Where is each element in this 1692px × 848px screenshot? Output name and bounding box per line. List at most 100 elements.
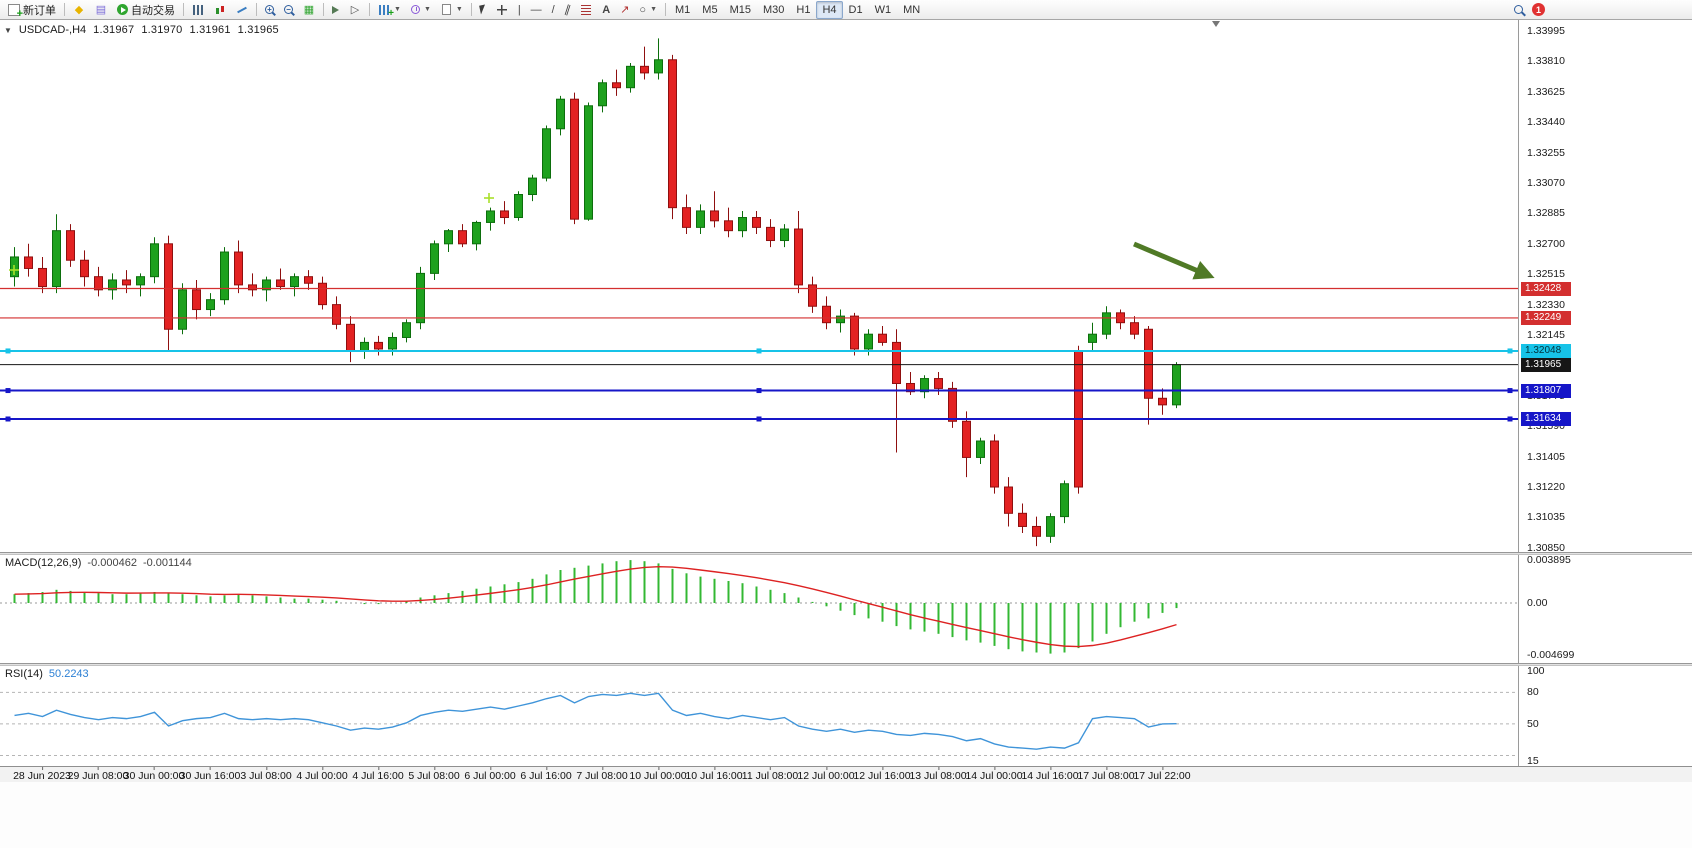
hline-handle[interactable] (1507, 348, 1513, 354)
timeframe-h4-button[interactable]: H4 (816, 0, 843, 19)
trendline-icon: / (551, 3, 555, 16)
periods-button[interactable]: ▼ (406, 1, 436, 19)
chart-canvas[interactable] (0, 20, 1518, 552)
timeframe-d1-button[interactable]: D1 (848, 3, 863, 16)
hline-handle[interactable] (756, 388, 762, 394)
autotrading-button[interactable]: 自动交易 (112, 1, 180, 19)
vertical-line-button[interactable]: | (513, 1, 526, 19)
time-tick: 13 Jul 08:00 (909, 767, 967, 782)
green-arrow-annotation[interactable] (1133, 241, 1215, 280)
macd-axis-tick: -0.004699 (1527, 648, 1575, 661)
new-order-icon (8, 3, 23, 20)
price-tick: 1.32330 (1527, 298, 1565, 311)
timeframe-h1-button[interactable]: H1 (796, 3, 811, 16)
time-axis[interactable]: 28 Jun 2023 29 Jun 08:00 30 Jun 00:00 30 Ju… (0, 766, 1692, 782)
new-order-button[interactable]: 新订单 (3, 1, 61, 20)
symbol-period-label: USDCAD-,H4 (18, 24, 87, 36)
crosshair-button[interactable] (491, 1, 513, 19)
rsi-canvas[interactable] (0, 666, 1518, 766)
chart-shift-button[interactable]: ▷ (344, 1, 366, 19)
zoom-in-button[interactable]: + (260, 1, 279, 19)
horizontal-line-icon: — (530, 3, 542, 16)
indicators-button[interactable]: ▼ (373, 1, 406, 20)
cross-marker[interactable] (484, 193, 494, 203)
horizontal-line-button[interactable]: — (526, 1, 547, 19)
timeframe-m30-button[interactable]: M30 (762, 3, 785, 16)
hline-handle[interactable] (1507, 388, 1513, 394)
rsi-line (14, 692, 1177, 750)
time-tick: 30 Jun 16:00 (179, 767, 241, 782)
cross-marker[interactable] (9, 265, 19, 275)
crosshair-icon (495, 3, 508, 16)
dropdown-caret-icon: ▼ (423, 6, 431, 13)
time-tick: 4 Jul 00:00 (296, 767, 348, 782)
macd-label: MACD(12,26,9) -0.000462 -0.001144 (5, 557, 192, 569)
metaeditor-button[interactable]: ◆ (68, 1, 90, 19)
candles (10, 38, 1181, 547)
rsi-axis-tick: 80 (1527, 686, 1539, 699)
timeframe-mn-button[interactable]: MN (903, 3, 921, 16)
rsi-label: RSI(14) 50.2243 (5, 668, 89, 680)
cursor-button[interactable] (475, 1, 491, 19)
price-badge-1.32249: 1.32249 (1521, 310, 1571, 325)
templates-button[interactable]: ▼ (436, 1, 468, 19)
toolbar-separator (183, 3, 184, 16)
toolbar: 新订单 ◆ ▤ 自动交易 + − ▦ ▷ ▼ ▼ ▼ | — / ∥ A ↗ ○… (0, 0, 1692, 20)
hline-handle[interactable] (756, 348, 762, 354)
notification-badge[interactable]: 1 (1532, 3, 1545, 16)
price-badge-1.32048: 1.32048 (1521, 343, 1571, 358)
shapes-icon: ○ (639, 3, 647, 16)
zoom-out-button[interactable]: − (279, 1, 298, 19)
candlestick-chart-icon (215, 5, 225, 15)
timeframe-m5-button[interactable]: M5 (702, 3, 718, 16)
price-tick: 1.33995 (1527, 25, 1565, 37)
ohlc-open: 1.31967 (93, 24, 135, 36)
rsi-value: 50.2243 (48, 668, 89, 680)
trendline-button[interactable]: / (547, 1, 560, 19)
timeframe-m15-button[interactable]: M15 (729, 3, 751, 16)
shapes-button[interactable]: ○ ▼ (634, 1, 662, 19)
macd-value-1: -0.000462 (87, 557, 137, 569)
timeframe-w1-button[interactable]: W1 (874, 3, 892, 16)
price-tick: 1.31405 (1527, 450, 1565, 463)
time-tick: 10 Jul 00:00 (629, 767, 687, 782)
price-chart-panel: ▼ USDCAD-,H4 1.31967 1.31970 1.31961 1.3… (0, 20, 1518, 552)
collapse-panel-icon[interactable]: ▼ (4, 25, 12, 35)
price-tick: 1.32885 (1527, 207, 1565, 220)
ohlc-close: 1.31965 (237, 24, 279, 36)
arrows-tool-button[interactable]: ↗ (615, 1, 634, 19)
price-tick: 1.33625 (1527, 85, 1565, 98)
market-depth-icon: ▤ (95, 3, 107, 16)
candlestick-chart-button[interactable] (209, 1, 231, 19)
channel-button[interactable]: ∥ (560, 1, 576, 19)
price-badge-1.31634: 1.31634 (1521, 411, 1571, 426)
price-axis[interactable]: 1.33995 1.33810 1.33625 1.33440 1.33255 1.330… (1518, 20, 1692, 848)
dropdown-caret-icon: ▼ (394, 6, 401, 13)
dropdown-caret-icon: ▼ (650, 6, 657, 13)
line-chart-button[interactable] (231, 1, 253, 19)
price-badge-1.31965: 1.31965 (1521, 357, 1571, 372)
hline-handle[interactable] (5, 348, 11, 354)
panel-splitter[interactable] (0, 663, 1692, 666)
auto-scroll-icon (332, 5, 339, 14)
time-tick: 5 Jul 08:00 (408, 767, 460, 782)
auto-scroll-button[interactable] (327, 1, 344, 19)
hline-handle[interactable] (5, 388, 11, 394)
bar-chart-button[interactable] (187, 1, 209, 19)
text-tool-button[interactable]: A (597, 1, 615, 19)
price-tick: 1.33255 (1527, 146, 1565, 159)
tile-windows-button[interactable]: ▦ (298, 1, 320, 19)
toolbar-separator (470, 3, 472, 16)
hline-handle[interactable] (1507, 416, 1513, 422)
fibonacci-button[interactable] (575, 1, 597, 19)
timeframe-m1-button[interactable]: M1 (675, 3, 691, 16)
hline-handle[interactable] (756, 416, 762, 422)
time-tick: 4 Jul 16:00 (352, 767, 404, 782)
market-depth-button[interactable]: ▤ (90, 1, 112, 19)
search-icon[interactable] (1514, 5, 1523, 14)
panel-splitter[interactable] (0, 552, 1692, 555)
chart-shift-marker[interactable] (1212, 21, 1220, 27)
macd-canvas[interactable] (0, 555, 1518, 663)
hline-handle[interactable] (5, 416, 11, 422)
